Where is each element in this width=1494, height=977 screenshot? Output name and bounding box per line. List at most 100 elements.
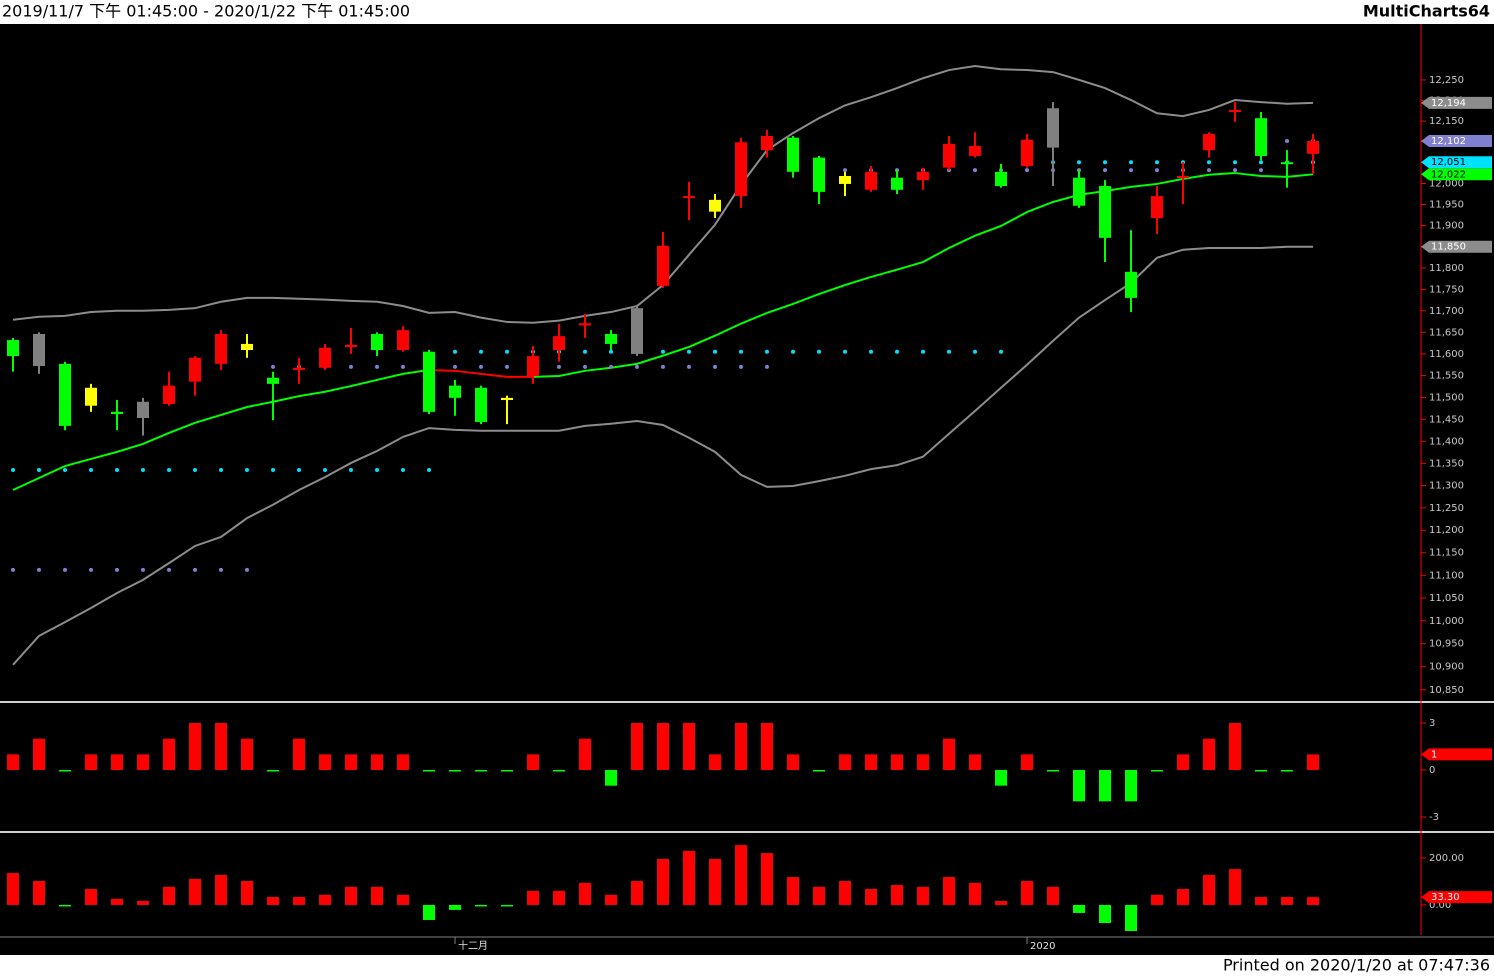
y-tick-label: 10,950 [1429,639,1464,650]
y-tick-label: 11,600 [1429,349,1464,360]
indicator-bar [995,770,1007,786]
indicator-dot [661,364,665,369]
candle-body [605,334,617,344]
indicator-dot [713,349,717,354]
indicator-dot [1025,168,1029,173]
indicator-bar [579,882,591,905]
indicator-bar [553,770,565,772]
candle-body [163,385,175,404]
indicator-bar [683,723,695,771]
indicator-bar [709,858,721,905]
candle-body [683,196,695,199]
candle-body [761,135,773,151]
candle-body [111,411,123,415]
indicator-dot [1207,168,1211,173]
indicator-bar [735,845,747,905]
indicator-dot [11,468,15,473]
y-tick-label: 11,150 [1429,548,1464,559]
print-info: Printed on 2020/1/20 at 07:47:36 [1223,956,1490,975]
y-tick-label: 11,350 [1429,458,1464,469]
indicator-bar [371,886,383,905]
candle-body [995,171,1007,187]
indicator-dot [141,468,145,473]
y-tick-label: 3 [1429,718,1435,729]
y-tick-label: 12,150 [1429,116,1464,127]
indicator-dot [323,468,327,473]
indicator-dot [869,349,873,354]
indicator-bar [1281,896,1293,905]
indicator-bar [501,904,513,907]
indicator-dot [479,349,483,354]
indicator-bar [1125,770,1137,802]
y-tick-label: 11,700 [1429,306,1464,317]
indicator-dot [37,468,41,473]
x-tick-label: 2020 [1030,941,1055,952]
indicator-dot [1129,160,1133,165]
indicator-bar [33,881,45,905]
x-tick-label: 十二月 [458,939,488,952]
indicator-dot [219,567,223,572]
candle-body [423,351,435,412]
indicator-bar [631,723,643,771]
indicator-bar [657,723,669,771]
indicator-dot [505,349,509,354]
indicator-bar [1047,886,1059,905]
indicator-line [532,172,1236,378]
indicator-dot [557,364,561,369]
indicator-dot [687,349,691,354]
indicator-bar [163,886,175,905]
indicator-dot [843,168,847,173]
date-range: 2019/11/7 下午 01:45:00 - 2020/1/22 下午 01:… [2,2,410,21]
indicator-dot [687,364,691,369]
indicator-dot [609,364,613,369]
indicator-dot [609,349,613,354]
indicator-bar [475,904,487,907]
header-bar [0,0,1494,24]
candle-body [7,340,19,357]
indicator-dot [375,468,379,473]
candle-body [189,357,201,382]
indicator-bar [1047,770,1059,772]
indicator-bar [59,904,71,907]
indicator-dot [973,168,977,173]
indicator-bar [449,770,461,772]
indicator-bar [1229,869,1241,905]
candle-body [839,175,851,184]
indicator-bar [917,754,929,771]
indicator-dot [219,468,223,473]
indicator-bar [527,890,539,905]
y-tick-label: 11,500 [1429,392,1464,403]
indicator-dot [713,364,717,369]
indicator-bar [1021,754,1033,771]
candle-body [1281,162,1293,165]
y-tick-label: 11,800 [1429,263,1464,274]
candle-body [1255,118,1267,156]
indicator-bar [85,754,97,771]
indicator-dot [453,364,457,369]
indicator-dot [1129,168,1133,173]
indicator-bar [345,754,357,771]
candle-body [449,385,461,398]
candle-body [137,401,149,418]
indicator-bar [1073,770,1085,802]
y-tick-label: 0 [1429,765,1435,776]
y-tick-label: 12,250 [1429,75,1464,86]
indicator-bar [969,754,981,771]
indicator-bar [527,754,539,771]
indicator-dot [635,364,639,369]
indicator-dot [401,364,405,369]
indicator-bar [475,770,487,772]
indicator-bar [891,885,903,905]
indicator-bar [657,858,669,905]
y-tick-label: 0.00 [1429,900,1451,911]
indicator-bar [1229,723,1241,771]
indicator-bar [449,904,461,910]
indicator-dot [115,468,119,473]
indicator-dot [89,468,93,473]
indicator-dot [349,364,353,369]
y-tick-label: 11,650 [1429,327,1464,338]
indicator-dot [1103,168,1107,173]
candle-body [85,387,97,406]
indicator-bar [865,754,877,771]
indicator-dot [843,349,847,354]
